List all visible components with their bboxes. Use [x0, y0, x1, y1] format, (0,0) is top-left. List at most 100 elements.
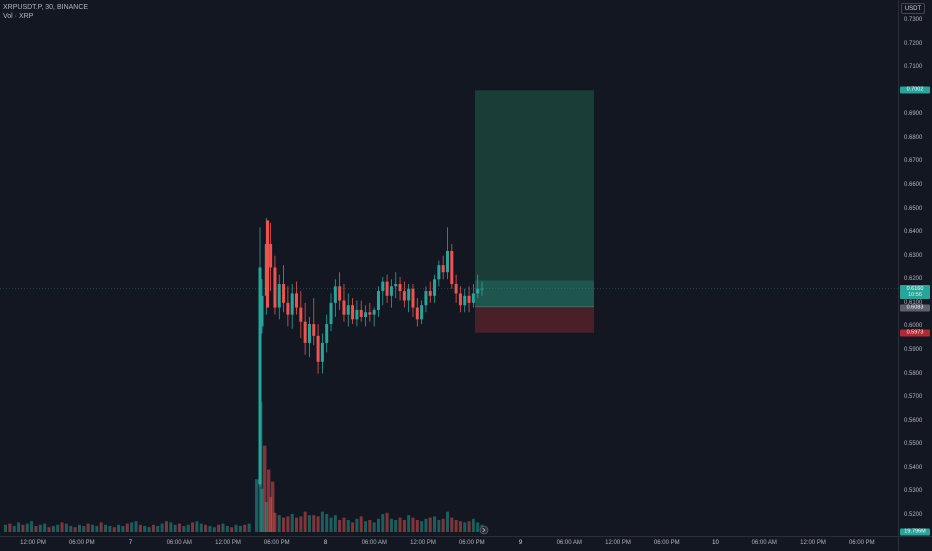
price-axis[interactable]: 0.73000.72000.71000.70000.69000.68000.67… [898, 0, 932, 536]
volume-bar [264, 502, 268, 532]
time-tick: 12:00 PM [410, 540, 436, 546]
candle-body [338, 286, 342, 301]
volume-bar [364, 521, 368, 532]
volume-bar [299, 516, 303, 532]
time-axis[interactable]: 12:00 PM 06:00 PM 7 06:00 AM 12:00 PM 06:00 P… [0, 536, 898, 551]
volume-bar [450, 517, 454, 532]
candle-body [303, 321, 307, 343]
currency-button[interactable]: USDT [901, 3, 925, 14]
volume-bar [182, 526, 186, 532]
chart-pane[interactable] [0, 0, 898, 536]
candle-body [329, 302, 333, 325]
volume-bar [138, 524, 142, 532]
volume-bar [420, 521, 424, 532]
volume-bar [368, 520, 372, 532]
candle-body [299, 307, 303, 322]
price-tick: 0.6900 [904, 111, 923, 118]
time-tick: 12:00 PM [20, 540, 46, 546]
price-tick: 0.5800 [904, 370, 923, 377]
time-tick: 06:00 AM [166, 540, 192, 546]
volume-bar [269, 497, 273, 532]
price-tick: 0.6500 [904, 205, 923, 212]
volume-bar [320, 511, 324, 532]
volume-bar [130, 522, 134, 532]
volume-bar [445, 511, 449, 532]
candle-body [463, 295, 467, 306]
volume-bar [104, 524, 108, 532]
volume-bar [338, 520, 342, 532]
candle-body [398, 284, 402, 292]
volume-bar [243, 524, 247, 532]
last-price-value: 0.6160 [906, 285, 924, 292]
volume-bar [234, 524, 238, 532]
volume-bar [307, 515, 311, 532]
symbol-title[interactable]: XRPUSDT.P, 30, BINANCE [3, 4, 89, 11]
volume-bar [346, 520, 350, 532]
volume-bar [99, 522, 103, 532]
volume-value-label: 19.796M [900, 528, 930, 536]
volume-bar [73, 527, 77, 532]
loss-zone[interactable] [475, 306, 594, 333]
time-tick: 06:00 PM [263, 540, 290, 546]
volume-bar [147, 527, 151, 532]
candle-body [480, 288, 484, 290]
bar-countdown: 10:56 [908, 291, 922, 298]
price-tick: 0.5700 [904, 394, 923, 401]
long-position-tool[interactable] [475, 90, 594, 333]
volume-bar [69, 526, 73, 532]
volume-bar [385, 512, 389, 532]
price-tick: 0.5200 [904, 512, 923, 518]
time-tick: 8 [323, 540, 328, 546]
price-tick: 0.5900 [904, 347, 923, 353]
volume-bar [381, 514, 385, 532]
time-tick: 12:00 PM [605, 540, 631, 546]
axis-corner [898, 536, 932, 551]
price-tick: 0.6600 [904, 182, 923, 188]
candle-body [415, 307, 419, 320]
candle-body [320, 342, 324, 362]
volume-bar [143, 526, 147, 532]
price-tick: 0.6100 [904, 299, 923, 306]
volume-bar [156, 526, 160, 532]
volume-bar [329, 517, 333, 532]
volume-bar [56, 524, 60, 532]
price-tick: 0.6200 [904, 276, 923, 283]
volume-bars [4, 402, 484, 532]
candle-body [450, 251, 454, 284]
volume-bar [25, 523, 29, 532]
time-tick: 10 [712, 540, 719, 546]
volume-bar [389, 518, 393, 532]
price-tick: 0.6800 [904, 134, 923, 141]
candle-body [333, 286, 337, 303]
volume-bar [95, 526, 99, 532]
time-tick: 06:00 PM [653, 540, 680, 546]
candle-body [407, 288, 411, 301]
volume-bar [260, 488, 264, 532]
volume-bar [217, 524, 221, 532]
volume-bar [454, 520, 458, 532]
volume-bar [164, 521, 168, 532]
volume-bar [212, 527, 216, 532]
volume-indicator-label[interactable]: Vol · XRP [3, 13, 34, 20]
candlestick-series [258, 218, 484, 487]
volume-bar [160, 523, 164, 532]
volume-bar [169, 522, 173, 532]
scroll-to-realtime-button[interactable] [479, 525, 489, 535]
volume-bar [471, 518, 475, 532]
candle-body [437, 265, 441, 280]
open-profit-zone [475, 280, 594, 307]
volume-bar [8, 523, 12, 532]
volume-bar [333, 515, 337, 532]
candle-body [351, 305, 355, 320]
volume-bar [463, 522, 467, 532]
time-tick: 06:00 AM [751, 540, 777, 546]
profit-zone[interactable] [475, 90, 594, 307]
candle-body [458, 293, 462, 306]
price-tick: 0.6000 [904, 323, 923, 330]
volume-bar [4, 524, 7, 532]
volume-bar [77, 524, 81, 532]
candle-body [260, 295, 264, 327]
candle-body [467, 295, 471, 303]
candle-body [372, 309, 376, 315]
volume-bar [437, 520, 441, 532]
